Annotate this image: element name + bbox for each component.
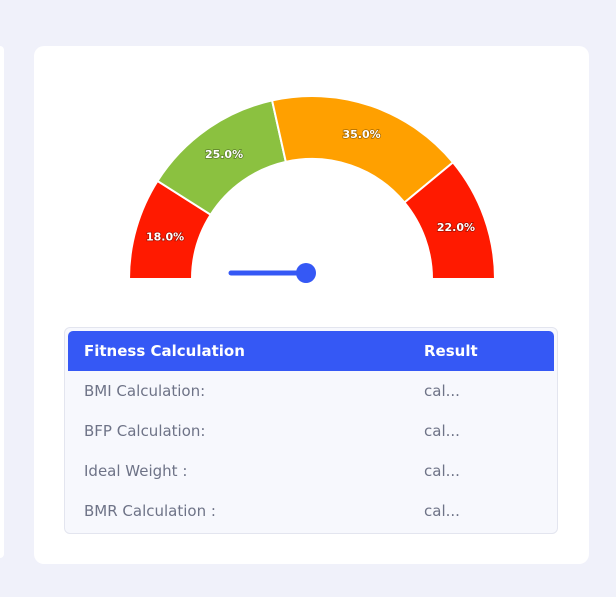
gauge-segment-label-4: 22.0% [437,221,475,234]
gauge-needle-hub [296,263,316,283]
table-row-bmi: BMI Calculation: cal... [68,371,554,411]
gauge-segment-label-2: 25.0% [205,148,243,161]
row-label: BMR Calculation : [84,502,216,520]
table-row-bfp: BFP Calculation: cal... [68,411,554,451]
row-label: BMI Calculation: [84,382,206,400]
header-result: Result [424,342,478,360]
fitness-gauge: 18.0% 25.0% 35.0% 22.0% [127,95,497,283]
gauge-segment-4 [403,160,497,280]
row-value: cal... [424,462,460,480]
gauge-segment-label-1: 18.0% [146,230,184,243]
row-value: cal... [424,502,460,520]
row-value: cal... [424,382,460,400]
fitness-results-card: 18.0% 25.0% 35.0% 22.0% Fitness Calculation… [34,46,589,564]
left-panel-edge [0,46,4,558]
fitness-results-table: Fitness Calculation Result BMI Calculati… [64,327,558,534]
row-label: Ideal Weight : [84,462,188,480]
gauge-segment-label-3: 35.0% [342,128,380,141]
header-fitness-calculation: Fitness Calculation [84,342,245,360]
row-label: BFP Calculation: [84,422,206,440]
row-value: cal... [424,422,460,440]
table-row-bmr: BMR Calculation : cal... [68,491,554,531]
table-row-ideal-weight: Ideal Weight : cal... [68,451,554,491]
table-header: Fitness Calculation Result [68,331,554,371]
